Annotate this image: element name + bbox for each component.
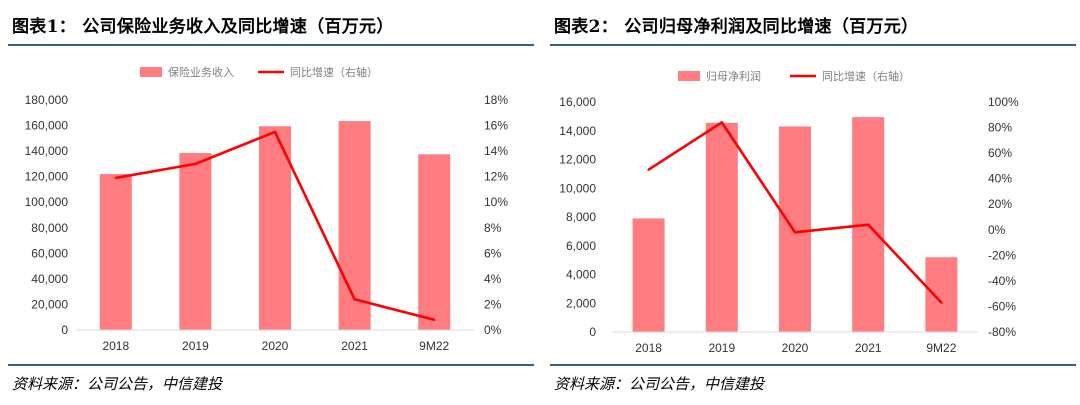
y-right-tick-label: 20% [988, 197, 1012, 211]
top-rule [8, 44, 534, 46]
y-left-tick-label: 100,000 [25, 195, 69, 209]
top-rule [550, 44, 1076, 46]
y-left-tick-label: 12,000 [559, 153, 596, 167]
y-left-tick-label: 60,000 [31, 246, 68, 260]
bar [779, 126, 811, 332]
x-tick-label: 2020 [782, 341, 809, 355]
chart-panel-2: 图表2： 公司归母净利润及同比增速（百万元） 归母净利润 同比增速（右轴） 0 2,0… [550, 0, 1076, 405]
growth-point [867, 223, 870, 226]
x-tick-label: 2020 [262, 339, 289, 353]
bar [705, 122, 738, 332]
y-right-tick-label: -20% [988, 248, 1016, 262]
x-tick-label: 2021 [341, 339, 368, 353]
bar [179, 153, 212, 330]
legend-bar-label: 保险业务收入 [168, 65, 234, 79]
y-left-tick-label: 20,000 [31, 297, 68, 311]
legend-bar-swatch [140, 67, 162, 77]
x-tick-label: 2019 [182, 339, 209, 353]
y-right-tick-label: 6% [484, 246, 502, 260]
y-right-tick-label: 40% [988, 172, 1012, 186]
y-left-tick-label: 10,000 [559, 181, 596, 195]
legend-line-label: 同比增速（右轴） [822, 69, 910, 83]
y-right-tick-label: -80% [988, 325, 1016, 339]
y-right-tick-label: 10% [484, 195, 508, 209]
y-left-tick-label: 4,000 [566, 268, 596, 282]
y-left-tick-label: 180,000 [25, 93, 69, 107]
x-tick-label: 2021 [855, 341, 882, 355]
growth-point [194, 162, 197, 166]
y-right-tick-label: 60% [988, 146, 1012, 160]
y-left-tick-label: 0 [589, 325, 596, 339]
y-left-tick-label: 40,000 [31, 272, 68, 286]
growth-point [353, 298, 356, 301]
legend-bar-label: 归母净利润 [706, 69, 761, 83]
bottom-rule [550, 364, 1076, 366]
bar [338, 121, 371, 330]
chart-panel-1: 图表1： 公司保险业务收入及同比增速（百万元） 保险业务收入 同比增速（右轴） 0 2… [8, 0, 534, 405]
y-right-tick-label: 80% [988, 121, 1012, 135]
y-left-tick-label: 2,000 [566, 296, 596, 310]
growth-point [940, 301, 943, 304]
growth-point [793, 231, 797, 234]
y-right-tick-label: 8% [484, 221, 502, 235]
y-right-tick-label: -40% [988, 274, 1016, 288]
y-left-tick-label: 14,000 [559, 124, 596, 138]
x-tick-label: 9M22 [419, 339, 449, 353]
y-right-tick-label: 14% [484, 144, 508, 158]
y-right-tick-label: 18% [484, 93, 508, 107]
bar [418, 154, 451, 330]
chart-1: 保险业务收入 同比增速（右轴） 0 20,000 40,000 60,000 80,000 1… [25, 65, 509, 353]
y-right-tick-label: 0% [484, 323, 502, 337]
chart-2: 归母净利润 同比增速（右轴） 0 2,000 4,000 6,000 8,000 10,000… [559, 69, 1019, 355]
y-left-tick-label: 120,000 [25, 170, 69, 184]
bar [99, 174, 132, 330]
growth-point [273, 130, 277, 134]
y-left-tick-label: 0 [61, 323, 68, 337]
growth-point [433, 318, 436, 321]
x-tick-label: 9M22 [926, 341, 956, 355]
y-right-tick-label: 4% [484, 272, 502, 286]
source-note: 资料来源：公司公告，中信建投 [554, 375, 765, 393]
y-left-tick-label: 160,000 [25, 119, 69, 133]
legend-bar-swatch [678, 71, 700, 81]
source-note: 资料来源：公司公告，中信建投 [12, 375, 223, 393]
bar [632, 218, 665, 332]
growth-point [647, 168, 650, 171]
y-left-tick-label: 8,000 [566, 210, 596, 224]
y-left-tick-label: 16,000 [559, 95, 596, 109]
y-left-tick-label: 80,000 [31, 221, 68, 235]
x-tick-label: 2018 [102, 339, 129, 353]
growth-point [114, 176, 118, 180]
bar [925, 257, 958, 332]
y-right-tick-label: 16% [484, 119, 508, 133]
y-right-tick-label: 100% [988, 95, 1019, 109]
y-right-tick-label: -60% [988, 299, 1016, 313]
bottom-rule [8, 364, 534, 366]
y-right-tick-label: 0% [988, 223, 1006, 237]
figure-title: 图表1： 公司保险业务收入及同比增速（百万元） [12, 17, 394, 37]
figure-title: 图表2： 公司归母净利润及同比增速（百万元） [554, 17, 919, 37]
y-right-tick-label: 2% [484, 297, 502, 311]
y-left-tick-label: 140,000 [25, 144, 69, 158]
x-tick-label: 2019 [708, 341, 735, 355]
y-right-tick-label: 12% [484, 170, 508, 184]
y-left-tick-label: 6,000 [566, 239, 596, 253]
legend-line-label: 同比增速（右轴） [290, 65, 378, 79]
growth-point [720, 121, 723, 124]
bar [259, 126, 291, 330]
x-tick-label: 2018 [635, 341, 662, 355]
